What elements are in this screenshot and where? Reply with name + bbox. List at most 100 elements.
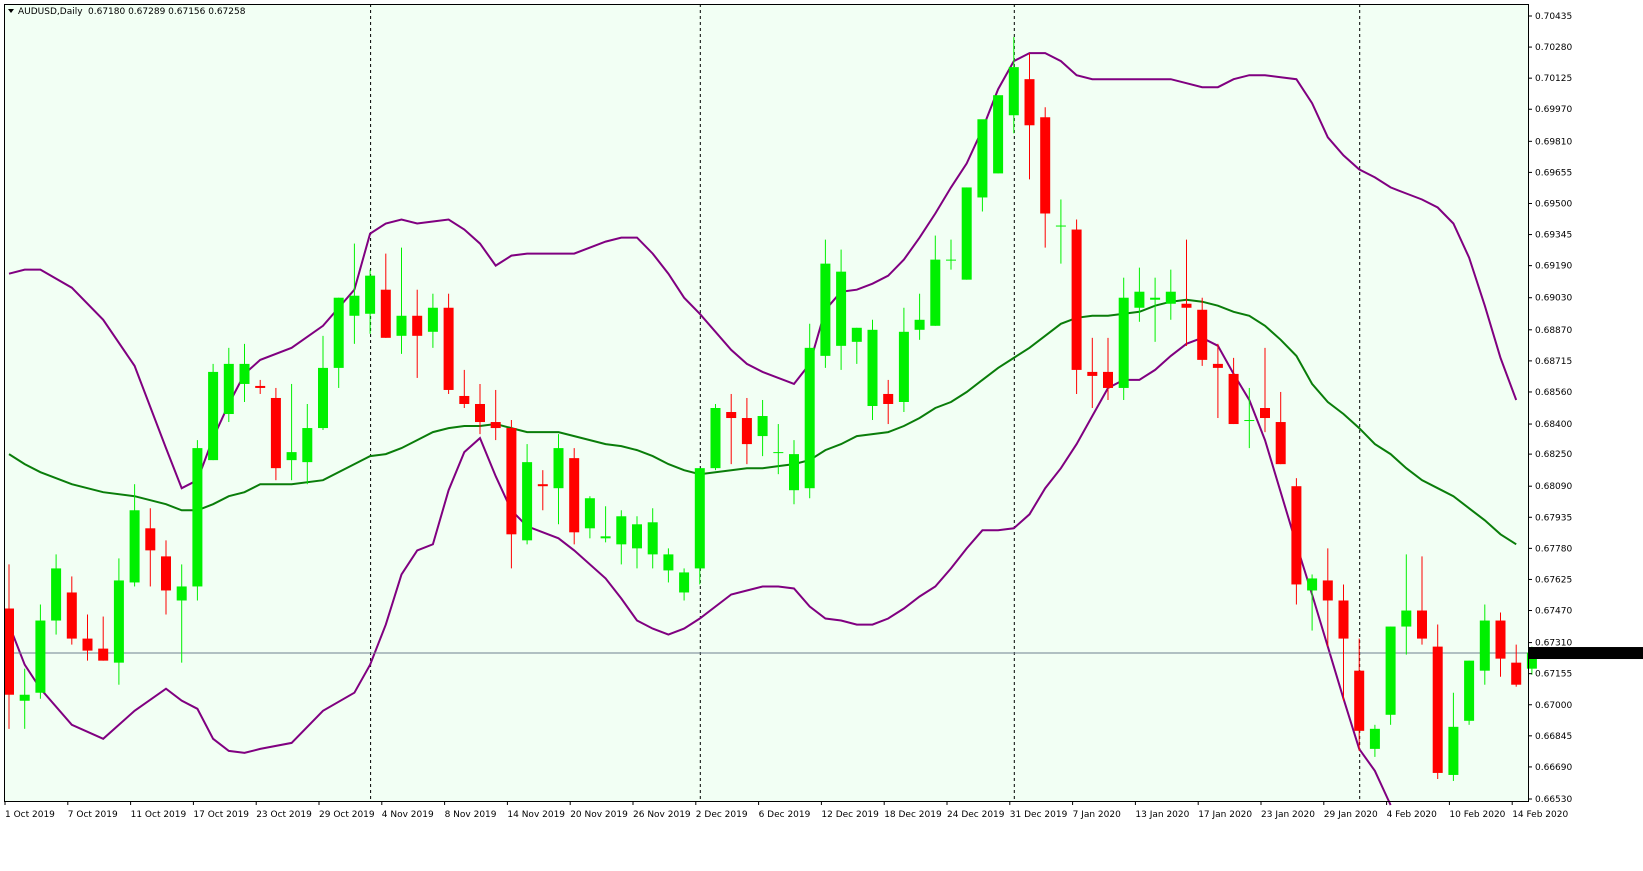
- middle-band-line: [8, 298, 1517, 546]
- candle: [4, 564, 14, 729]
- y-tick-label: 0.70125: [1535, 74, 1572, 84]
- y-tick-label: 0.68560: [1535, 388, 1572, 398]
- candle: [1071, 219, 1082, 394]
- candle: [35, 604, 46, 699]
- x-tick-label: 10 Feb 2020: [1449, 810, 1505, 820]
- candle-body: [333, 297, 344, 368]
- candle: [239, 343, 250, 402]
- x-tick-label: 6 Dec 2019: [759, 810, 811, 820]
- y-tick-label: 0.69345: [1535, 231, 1572, 241]
- candle-body: [1134, 291, 1145, 308]
- y-tick-label: 0.70280: [1535, 43, 1572, 53]
- candle-body: [1260, 408, 1270, 419]
- y-tick-label: 0.66690: [1535, 763, 1572, 773]
- candle: [1055, 199, 1066, 264]
- dropdown-triangle-icon[interactable]: [8, 9, 14, 13]
- candle-body: [679, 572, 690, 593]
- candle: [1495, 612, 1506, 677]
- x-tick-label: 11 Oct 2019: [131, 810, 187, 820]
- candle: [757, 399, 768, 457]
- x-tick-label: 20 Nov 2019: [570, 810, 628, 820]
- candle: [475, 383, 485, 435]
- x-tick-label: 12 Dec 2019: [821, 810, 879, 820]
- candle: [773, 424, 784, 475]
- candle: [302, 403, 313, 485]
- candle: [993, 95, 1004, 174]
- candle-body: [663, 554, 674, 571]
- candle-body: [270, 397, 281, 469]
- candle-body: [1165, 291, 1176, 304]
- candle: [1087, 337, 1098, 409]
- candle: [1385, 626, 1396, 725]
- candle-body: [1024, 79, 1035, 126]
- candle-body: [255, 385, 266, 388]
- candle-body: [757, 416, 768, 437]
- candle: [412, 289, 423, 378]
- candle-body: [584, 498, 595, 529]
- candle-body: [977, 119, 988, 198]
- y-tick-label: 0.67780: [1535, 544, 1572, 554]
- candle: [930, 235, 941, 326]
- candle: [1103, 337, 1113, 400]
- candle-body: [192, 448, 203, 587]
- symbol-label: AUDUSD,Daily: [18, 7, 83, 17]
- y-tick-label: 0.67935: [1535, 513, 1572, 523]
- x-tick-label: 7 Oct 2019: [68, 810, 118, 820]
- candle: [584, 496, 595, 539]
- candle-body: [302, 428, 313, 463]
- candle: [569, 448, 580, 545]
- x-tick-label: 29 Jan 2020: [1324, 810, 1378, 820]
- candle-body: [1055, 225, 1066, 227]
- candle-body: [804, 347, 815, 489]
- candle: [349, 243, 360, 344]
- candle-body: [773, 452, 784, 454]
- candle-body: [1040, 117, 1051, 214]
- candle-body: [1307, 578, 1318, 591]
- candle-body: [66, 592, 77, 639]
- candle: [98, 616, 109, 661]
- candle-body: [1228, 373, 1239, 425]
- y-tick-label: 0.69970: [1535, 105, 1572, 115]
- candle: [223, 347, 234, 423]
- current-price-box: [1529, 647, 1643, 660]
- candle: [1369, 724, 1380, 757]
- x-tick-label: 17 Jan 2020: [1198, 810, 1252, 820]
- candle: [380, 253, 391, 338]
- candle-body: [1087, 371, 1098, 376]
- x-tick-label: 17 Oct 2019: [193, 810, 249, 820]
- candle: [1307, 574, 1318, 631]
- candle: [1165, 269, 1176, 320]
- current-price-label: 0.67258: [1533, 649, 1570, 659]
- ohlc-readout: 0.67180 0.67289 0.67156 0.67258: [88, 7, 246, 17]
- candle: [1150, 277, 1161, 342]
- x-tick-label: 13 Jan 2020: [1135, 810, 1189, 820]
- candle: [66, 576, 77, 645]
- candle: [883, 379, 894, 425]
- candle-body: [553, 448, 564, 489]
- candle: [600, 506, 611, 543]
- candle: [1260, 347, 1270, 433]
- y-tick-label: 0.66845: [1535, 732, 1572, 742]
- candle-body: [1526, 652, 1537, 669]
- candle-body: [1495, 620, 1506, 659]
- candle: [663, 548, 674, 583]
- candle-body: [113, 580, 124, 663]
- candle: [946, 239, 956, 270]
- candle: [1181, 239, 1192, 346]
- candle: [694, 468, 705, 585]
- candle: [1197, 297, 1208, 366]
- candle-body: [176, 586, 187, 601]
- candle: [851, 327, 862, 364]
- candle-body: [1479, 620, 1490, 671]
- candle: [1118, 277, 1129, 400]
- candle-body: [443, 307, 454, 390]
- candle-body: [1008, 67, 1019, 116]
- candle-body: [286, 452, 297, 461]
- candle-body: [1448, 726, 1459, 775]
- y-tick-label: 0.68715: [1535, 357, 1572, 367]
- candle-body: [961, 187, 972, 280]
- candle: [51, 554, 62, 635]
- x-tick-label: 24 Dec 2019: [947, 810, 1005, 820]
- candle-body: [600, 536, 611, 539]
- y-tick-label: 0.67155: [1535, 670, 1572, 680]
